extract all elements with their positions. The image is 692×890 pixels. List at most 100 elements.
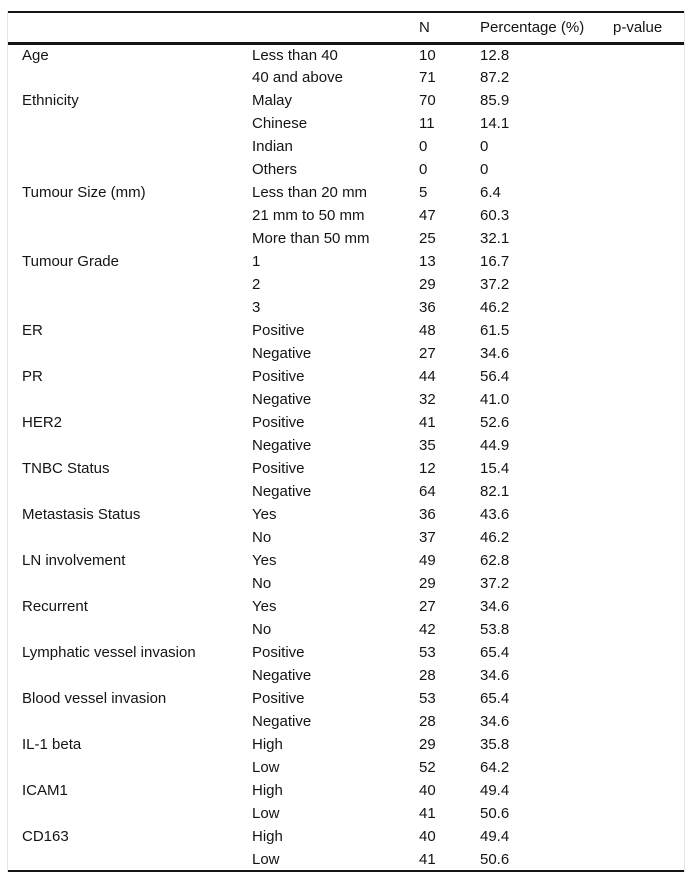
table-row: Age Less than 40 10 12.8 [8,43,684,66]
n-cell: 32 [419,391,436,408]
category-cell: Positive [252,322,305,339]
variable-cell [8,572,252,595]
n-cell: 48 [419,322,436,339]
variable-cell: LN involvement [22,552,126,569]
variable-cell [8,342,252,365]
table-row: Low 41 50.6 [8,848,684,871]
table-row: Tumour Grade 1 13 16.7 [8,250,684,273]
variable-cell: Blood vessel invasion [22,690,167,707]
n-cell: 10 [419,46,436,64]
p-value-cell [613,848,684,871]
variable-cell [8,135,252,158]
table-row: Chinese 11 14.1 [8,112,684,135]
p-value-cell [613,66,684,89]
table-row: No 37 46.2 [8,526,684,549]
table-row: 3 36 46.2 [8,296,684,319]
variable-cell: Tumour Size (mm) [22,184,146,201]
table-row: 21 mm to 50 mm 47 60.3 [8,204,684,227]
category-cell: Negative [252,345,312,362]
percentage-cell: 62.8 [480,552,510,569]
percentage-cell: 37.2 [480,575,510,592]
variable-cell [8,710,252,733]
table-row: ER Positive 48 61.5 [8,319,684,342]
p-value-cell [613,779,684,802]
n-cell: 47 [419,207,436,224]
percentage-cell: 12.8 [480,46,510,64]
table-row: Blood vessel invasion Positive 53 65.4 [8,687,684,710]
table-body: Age Less than 40 10 12.8 40 and above 71 87.2 E… [8,43,684,871]
category-cell: Positive [252,368,305,385]
variable-cell: Age [22,46,49,64]
table-row: LN involvement Yes 49 62.8 [8,549,684,572]
variable-cell: TNBC Status [22,460,110,477]
percentage-cell: 37.2 [480,276,510,293]
category-cell: Negative [252,713,312,730]
percentage-cell: 46.2 [480,299,510,316]
category-cell: No [252,529,272,546]
table-row: Negative 28 34.6 [8,664,684,687]
n-cell: 12 [419,460,436,477]
variable-cell: Ethnicity [22,92,79,109]
p-value-cell [613,641,684,664]
category-cell: Indian [252,138,293,155]
variable-cell [8,66,252,89]
percentage-cell: 87.2 [480,69,510,86]
category-cell: Chinese [252,115,308,132]
category-cell: Yes [252,552,277,569]
percentage-cell: 46.2 [480,529,510,546]
percentage-cell: 34.6 [480,667,510,684]
category-cell: Positive [252,460,305,477]
percentage-cell: 0 [480,161,489,178]
table-row: More than 50 mm 25 32.1 [8,227,684,250]
table-row: TNBC Status Positive 12 15.4 [8,457,684,480]
percentage-cell: 53.8 [480,621,510,638]
category-cell: 40 and above [252,69,343,86]
variable-cell [8,618,252,641]
variable-cell [8,158,252,181]
n-cell: 42 [419,621,436,638]
variable-cell [8,848,252,871]
p-value-cell [613,273,684,296]
n-cell: 27 [419,598,436,615]
category-cell: High [252,736,283,753]
percentage-cell: 14.1 [480,115,510,132]
table-row: Negative 32 41.0 [8,388,684,411]
category-cell: Less than 40 [252,46,338,64]
percentage-cell: 65.4 [480,690,510,707]
category-cell: Negative [252,437,312,454]
p-value-cell [613,756,684,779]
category-cell: Low [252,850,280,868]
p-value-cell [613,825,684,848]
n-cell: 44 [419,368,436,385]
variable-cell [8,204,252,227]
n-cell: 71 [419,69,436,86]
table-row: Low 52 64.2 [8,756,684,779]
p-value-cell [613,227,684,250]
percentage-cell: 56.4 [480,368,510,385]
p-value-cell [613,388,684,411]
p-value-cell [613,342,684,365]
n-cell: 41 [419,805,436,822]
variable-cell: Metastasis Status [22,506,141,523]
n-cell: 53 [419,644,436,661]
category-cell: Low [252,759,280,776]
p-value-cell [613,480,684,503]
n-cell: 28 [419,667,436,684]
n-cell: 52 [419,759,436,776]
n-cell: 29 [419,276,436,293]
n-cell: 11 [419,115,435,132]
variable-cell: Tumour Grade [22,253,119,270]
n-cell: 36 [419,299,436,316]
percentage-cell: 52.6 [480,414,510,431]
p-value-cell [613,434,684,457]
table-row: Low 41 50.6 [8,802,684,825]
category-cell: High [252,782,283,799]
table-row: Negative 28 34.6 [8,710,684,733]
table-row: PR Positive 44 56.4 [8,365,684,388]
category-cell: 2 [252,276,261,293]
n-cell: 29 [419,736,436,753]
variable-cell: CD163 [22,828,69,845]
percentage-cell: 6.4 [480,184,501,201]
variable-cell [8,756,252,779]
table-row: Metastasis Status Yes 36 43.6 [8,503,684,526]
